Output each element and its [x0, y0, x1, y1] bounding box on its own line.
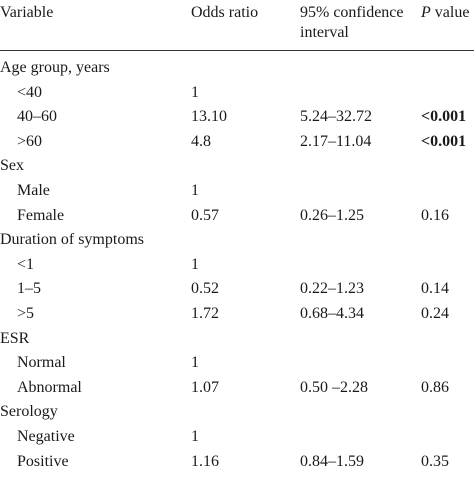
row-sublabel: Female: [17, 207, 65, 224]
row-sublabel: Positive: [17, 453, 69, 470]
header-ci-line1: 95% confidence: [300, 4, 404, 21]
row-group-label: Duration of symptoms: [0, 231, 144, 248]
row-odds-ratio: 0.57: [191, 207, 219, 224]
row-odds-ratio: 0.52: [191, 280, 219, 297]
row-group-label: Age group, years: [0, 59, 110, 76]
header-rule: [0, 50, 474, 51]
row-p-value: <0.001: [421, 133, 467, 150]
header-odds-ratio: Odds ratio: [191, 4, 259, 21]
row-confidence-interval: 0.84–1.59: [300, 453, 364, 470]
row-confidence-interval: 0.50 –2.28: [300, 379, 368, 396]
row-confidence-interval: 0.26–1.25: [300, 207, 364, 224]
row-odds-ratio: 13.10: [191, 108, 227, 125]
row-confidence-interval: 0.22–1.23: [300, 280, 364, 297]
row-sublabel: Negative: [17, 428, 75, 445]
row-sublabel: Male: [17, 182, 50, 199]
row-group-label: Serology: [0, 403, 58, 420]
row-group-label: Sex: [0, 157, 24, 174]
row-p-value: 0.24: [421, 305, 449, 322]
row-sublabel: 40–60: [17, 108, 57, 125]
row-odds-ratio: 1: [191, 182, 199, 199]
header-variable: Variable: [0, 4, 54, 21]
row-p-value: <0.001: [421, 108, 467, 125]
row-sublabel: Normal: [17, 354, 66, 371]
row-group-label: ESR: [0, 330, 30, 347]
header-p-italic: P: [421, 4, 431, 21]
row-confidence-interval: 2.17–11.04: [300, 133, 372, 150]
row-sublabel: <1: [17, 256, 35, 273]
row-p-value: 0.16: [421, 207, 449, 224]
header-p-rest: value: [430, 4, 470, 21]
row-p-value: 0.35: [421, 453, 449, 470]
row-sublabel: Abnormal: [17, 379, 82, 396]
row-odds-ratio: 1.07: [191, 379, 219, 396]
row-p-value: 0.14: [421, 280, 449, 297]
row-sublabel: >5: [17, 305, 35, 322]
row-p-value: 0.86: [421, 379, 449, 396]
row-odds-ratio: 1: [191, 428, 199, 445]
row-sublabel: <40: [17, 84, 43, 101]
row-confidence-interval: 0.68–4.34: [300, 305, 364, 322]
row-odds-ratio: 1: [191, 354, 199, 371]
row-odds-ratio: 1.72: [191, 305, 219, 322]
row-odds-ratio: 1.16: [191, 453, 219, 470]
row-confidence-interval: 5.24–32.72: [300, 108, 372, 125]
header-ci-line2: interval: [300, 24, 349, 41]
row-odds-ratio: 1: [191, 84, 199, 101]
row-odds-ratio: 1: [191, 256, 199, 273]
row-odds-ratio: 4.8: [191, 133, 211, 150]
row-sublabel: 1–5: [17, 280, 41, 297]
header-p-value: P value: [421, 3, 469, 22]
row-sublabel: >60: [17, 133, 43, 150]
